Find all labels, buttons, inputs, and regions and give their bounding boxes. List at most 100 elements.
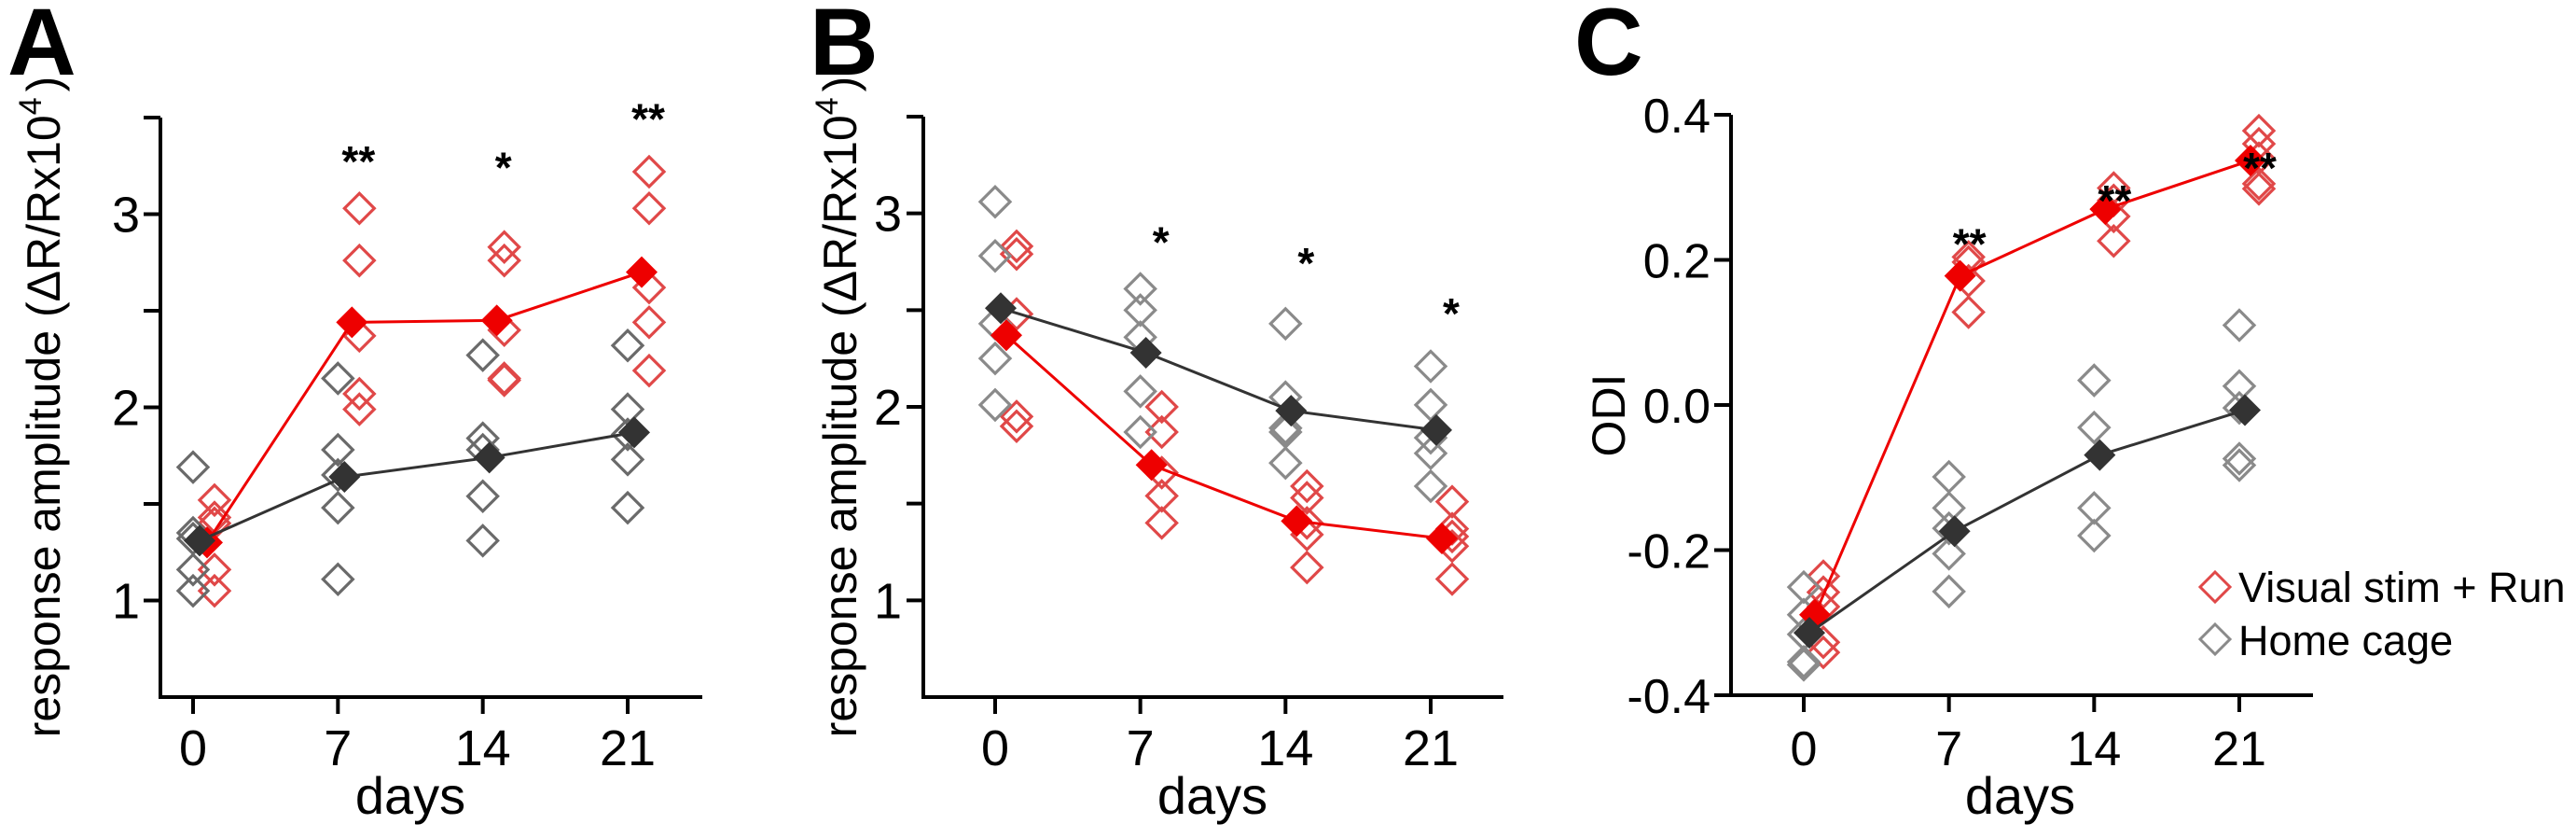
- panel-a-treatment-mean-marker: [336, 306, 368, 339]
- panel-b-x-tick-label: 0: [981, 720, 1009, 776]
- panel-a-treatment-point: [631, 191, 667, 226]
- panel-b-x-tick-label: 21: [1403, 720, 1459, 776]
- panel-a-series-treatment: [197, 154, 667, 608]
- panel-c-control-mean-marker: [1938, 515, 1971, 548]
- panel-a-control-mean-line: [199, 430, 635, 542]
- panel-a-control-mean-marker: [328, 461, 361, 494]
- panel-a-significance-day-14: *: [495, 143, 512, 191]
- panel-b-treatment-mean-marker: [1426, 522, 1458, 554]
- panel-b-significance-day-21: *: [1443, 289, 1460, 338]
- panel-c-treatment-mean-line: [1813, 159, 2251, 616]
- panel-b-treatment-point: [1290, 468, 1324, 504]
- panel-a-control-point: [321, 361, 355, 396]
- panel-b-control-mean-marker: [1129, 336, 1162, 369]
- panel-b-mean-control: [985, 292, 1452, 446]
- panel-b-control-point: [1413, 349, 1448, 384]
- panel-b: B 1 2 3 0 7 14 21 days response amplitude (ΔR/Rx…: [810, 0, 1503, 825]
- panel-letter-b: B: [810, 0, 879, 95]
- panel-a-treatment-mean-marker: [626, 256, 658, 288]
- panel-a-treatment-point: [631, 305, 667, 340]
- panel-b-treatment-mean-marker: [1135, 449, 1168, 482]
- legend-label-treatment: Visual stim + Run: [2238, 564, 2566, 611]
- panel-c-significance-day-21: **: [2243, 144, 2277, 192]
- panel-c-y-axis-label: ODI: [1583, 374, 1635, 457]
- panel-a-x-tick-label: 0: [179, 720, 207, 776]
- panel-c-y-tick-label: 0.4: [1643, 90, 1710, 144]
- panel-a-x-tick-label: 14: [455, 720, 511, 776]
- panel-b-treatment-point: [999, 236, 1034, 272]
- panel-a-y-axis-label-paren: ): [18, 77, 70, 92]
- panel-a-treatment-point: [197, 552, 232, 587]
- panel-b-control-mean-line: [1000, 306, 1437, 432]
- panel-c-control-mean-line: [1808, 409, 2246, 635]
- panel-b-control-point: [1268, 411, 1303, 446]
- panel-a-y-tick-label: 2: [112, 381, 140, 437]
- panel-a-treatment-point: [487, 361, 521, 396]
- panel-b-x-tick-label: 7: [1127, 720, 1155, 776]
- panel-c-control-point: [1786, 569, 1821, 605]
- panel-a-treatment-point: [487, 243, 521, 278]
- panel-b-y-axis-label: response amplitude (ΔR/Rx104): [810, 77, 866, 738]
- panel-a-control-point: [465, 479, 500, 513]
- panel-a-x-axis-label: days: [355, 766, 465, 825]
- panel-b-control-point: [1268, 306, 1303, 342]
- panel-b-control-point: [1413, 436, 1448, 471]
- panel-c-treatment-point: [2241, 172, 2277, 206]
- panel-c-control-point: [2077, 518, 2112, 553]
- panel-a-control-mean-marker: [184, 524, 215, 557]
- panel-a-control-point: [610, 328, 645, 363]
- panel-c-control-point: [1932, 491, 1966, 525]
- panel-c-treatment-mean-marker: [1944, 259, 1976, 292]
- panel-b-control-point: [977, 239, 1013, 273]
- panel-c-treatment-point: [2241, 113, 2277, 148]
- panel-a-treatment-point: [342, 392, 377, 426]
- panel-c-control-mean-marker: [2084, 439, 2116, 471]
- panel-b-control-point: [1123, 374, 1157, 409]
- panel-c-treatment-point: [2241, 166, 2277, 202]
- panel-b-treatment-point: [1290, 550, 1324, 585]
- panel-b-series-control: [977, 184, 1448, 504]
- panel-b-treatment-point: [1434, 484, 1470, 519]
- panel-b-x-tick-label: 14: [1257, 720, 1313, 776]
- panel-a-control-point: [321, 432, 355, 468]
- panel-c-control-mean-marker: [2229, 394, 2261, 426]
- panel-a: A 1 2 3 0 7 14 21 days response amplitude (ΔR/Rx…: [7, 0, 702, 825]
- panel-c-treatment-point: [1806, 575, 1841, 609]
- panel-a-treatment-point: [197, 573, 232, 608]
- panel-c-control-point: [2222, 369, 2257, 404]
- panel-b-y-tick-label: 3: [874, 187, 902, 243]
- panel-b-treatment-mean-marker: [1281, 505, 1313, 538]
- panel-c-treatment-point: [1806, 635, 1841, 670]
- panel-c-treatment-mean-marker: [2089, 193, 2122, 226]
- legend-item-control: Home cage: [2197, 617, 2453, 664]
- panel-a-control-mean-marker: [473, 441, 506, 474]
- panel-c-y-tick-label: 0.2: [1643, 235, 1710, 289]
- panel-a-control-mean-marker: [618, 416, 650, 449]
- legend-item-treatment: Visual stim + Run: [2197, 564, 2566, 611]
- panel-c: C -0.4 -0.2 0.0 0.2 0.4 0 7 14 21 days ODI ** ** ** V…: [1574, 0, 2566, 825]
- panel-c-control-point: [2222, 308, 2257, 342]
- panel-a-treatment-point: [487, 363, 521, 398]
- panel-c-x-tick-label: 0: [1791, 722, 1818, 776]
- panel-a-treatment-point: [197, 482, 232, 518]
- legend: Visual stim + Run Home cage: [2197, 564, 2566, 664]
- panel-c-treatment-mean-marker: [2235, 144, 2266, 176]
- panel-a-y-axis-label: response amplitude (ΔR/Rx104): [13, 77, 70, 738]
- panel-c-plot: -0.4 -0.2 0.0 0.2 0.4 0 7 14 21 days ODI ** ** **: [1583, 90, 2313, 825]
- panel-b-control-point: [1123, 293, 1157, 328]
- legend-label-control: Home cage: [2238, 617, 2453, 664]
- panel-c-mean-control: [1794, 394, 2261, 649]
- panel-a-treatment-point: [342, 243, 377, 278]
- panel-c-control-point: [1932, 537, 1966, 571]
- panel-b-y-axis-label-superscript: 4: [810, 97, 845, 115]
- panel-c-x-tick-label: 7: [1935, 722, 1962, 776]
- panel-b-treatment-mean-marker: [990, 319, 1022, 352]
- panel-a-x-tick-label: 21: [600, 720, 656, 776]
- panel-a-mean-control: [184, 416, 650, 557]
- panel-c-control-point: [1932, 459, 1966, 495]
- panel-c-treatment-point: [1951, 295, 1986, 329]
- panel-b-control-mean-marker: [985, 292, 1017, 325]
- panel-b-control-point: [1123, 414, 1157, 450]
- panel-a-treatment-point: [342, 376, 377, 412]
